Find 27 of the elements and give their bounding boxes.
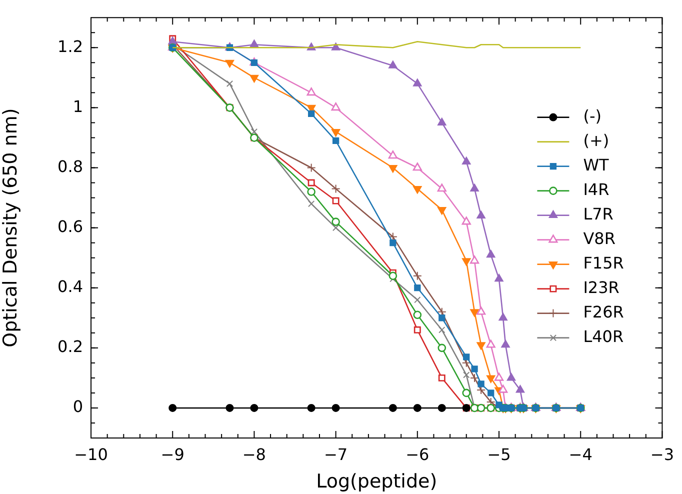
legend-label: I4R — [583, 180, 610, 199]
x-tick-label: −3 — [650, 444, 674, 464]
y-axis-title: Optical Density (650 nm) — [0, 108, 22, 348]
y-tick-label: 0.2 — [58, 337, 83, 356]
legend-label: V8R — [583, 228, 616, 248]
legend-label: L40R — [583, 326, 624, 346]
x-axis-title: Log(peptide) — [316, 470, 438, 493]
legend-label: (+) — [583, 130, 610, 150]
legend-label: F26R — [583, 302, 624, 322]
x-tick-label: −9 — [160, 444, 184, 464]
legend-label: (-) — [583, 106, 602, 126]
x-tick-label: −10 — [74, 444, 108, 464]
x-tick-label: −6 — [406, 444, 430, 464]
y-tick-label: 0.4 — [58, 277, 83, 296]
legend-label: WT — [583, 155, 610, 174]
x-tick-label: −4 — [568, 444, 592, 464]
y-tick-label: 0.8 — [58, 156, 83, 176]
legend-label: F15R — [583, 253, 624, 272]
x-tick-label: −5 — [487, 444, 511, 464]
y-tick-label: 1 — [72, 96, 83, 116]
y-tick-label: 0.6 — [58, 216, 83, 236]
x-tick-label: −8 — [242, 444, 266, 464]
legend-label: L7R — [583, 204, 614, 224]
x-tick-label: −7 — [324, 444, 348, 464]
y-tick-label: 1.2 — [58, 36, 83, 56]
y-tick-label: 0 — [72, 397, 83, 416]
legend-label: I23R — [583, 278, 620, 297]
